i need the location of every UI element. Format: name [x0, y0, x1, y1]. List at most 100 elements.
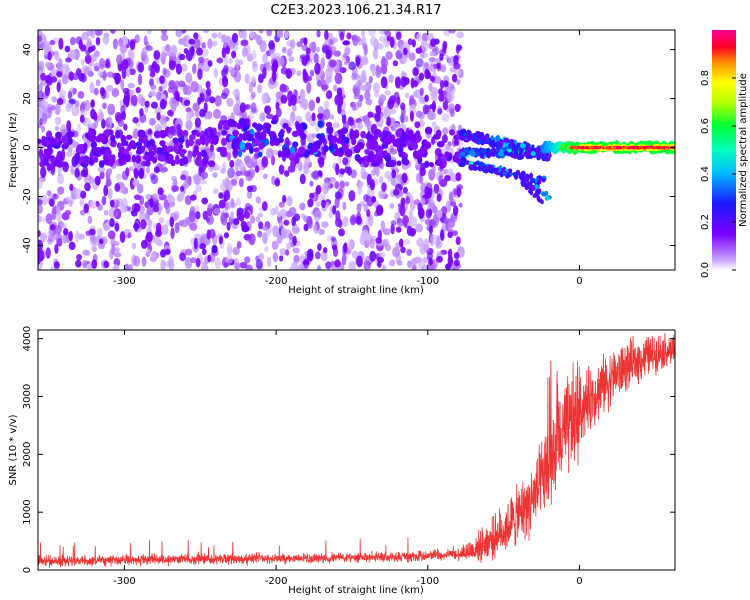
spectrogram-cell	[315, 96, 321, 104]
spectrogram-cell	[325, 121, 333, 128]
spectrogram-cell	[372, 48, 379, 60]
spectrogram-cell	[377, 256, 384, 264]
spectrogram-cell	[140, 219, 147, 230]
spectrogram-cell	[78, 73, 85, 82]
spectrogram-cell	[135, 154, 142, 164]
spectrogram-cell	[66, 120, 72, 133]
spectrogram-cell	[344, 166, 350, 174]
spectrogram-cell	[334, 181, 340, 189]
spectrogram-cell	[188, 38, 196, 45]
spectrogram-cell	[254, 133, 261, 140]
spectrogram-cell	[356, 142, 365, 150]
spectrogram-cell	[433, 75, 442, 84]
spectrogram-cell	[138, 212, 147, 222]
spectrogram-cell	[56, 61, 64, 72]
spectrogram-cell	[251, 49, 257, 61]
spectrogram-cell	[218, 192, 224, 199]
spectrogram-cell	[335, 163, 340, 176]
spectrogram-cell	[212, 172, 218, 178]
spectrogram-cell	[264, 105, 272, 115]
spectrogram-cell	[441, 134, 448, 144]
snr-y-tick-label: 0	[22, 567, 33, 573]
spectrogram-cell	[332, 205, 337, 215]
spectrogram-cell	[94, 175, 101, 186]
spectrogram-cell	[257, 212, 264, 218]
spectrogram-cell	[408, 209, 413, 221]
spectrogram-cell	[415, 110, 423, 118]
spectrogram-cell	[256, 124, 264, 131]
spectrogram-cell	[289, 266, 297, 270]
spectrogram-cell	[358, 180, 363, 190]
spectrogram-cell	[388, 74, 394, 84]
spectrogram-cell	[109, 199, 115, 208]
spectrogram-cell	[224, 88, 230, 94]
colorbar-tick-label: 0.4	[700, 166, 711, 182]
spectrogram-cell	[185, 50, 193, 62]
spectrogram-cell	[190, 257, 197, 264]
spectrogram-cell	[112, 264, 120, 270]
spectrogram-cell	[95, 136, 102, 142]
spectrogram-cell	[180, 185, 185, 192]
spectrogram-cell	[95, 30, 103, 36]
spectrogram-cell	[430, 86, 439, 98]
spectrogram-cell	[507, 168, 513, 173]
spectrogram-cell	[231, 141, 237, 150]
snr-frame	[37, 329, 676, 571]
spectrogram-cell	[326, 125, 334, 135]
spectrogram-cell	[45, 130, 53, 139]
spectrogram-cell	[258, 221, 264, 230]
spectrogram-cell	[269, 139, 275, 147]
spectrogram-cell	[355, 56, 361, 67]
snr-x-label: Height of straight line (km)	[288, 585, 424, 596]
spectrogram-cell	[439, 80, 445, 89]
spectrogram-cell	[525, 142, 530, 149]
spectrogram-cell	[544, 152, 550, 157]
spectrogram-cell	[386, 116, 391, 127]
spectrogram-cell	[395, 31, 402, 40]
spectrogram-cell	[221, 34, 227, 44]
spectrogram-cell	[290, 39, 296, 50]
spectrogram-cell	[211, 136, 219, 145]
spectrogram-cell	[453, 259, 460, 267]
spectrogram-cell	[389, 203, 395, 209]
spectrogram-cell	[519, 142, 526, 149]
spectrogram-cell	[193, 237, 198, 250]
spectrogram-cell	[175, 63, 183, 75]
spectrogram-cell	[149, 197, 154, 208]
spectrogram-cell	[335, 59, 340, 71]
spectrogram-cell	[201, 42, 206, 49]
spectrogram-cell	[147, 218, 153, 229]
spectrogram-cell	[181, 63, 188, 72]
spectrogram-cell	[329, 114, 335, 120]
spectrogram-cell	[303, 223, 309, 232]
spectrogram-cell	[64, 209, 72, 216]
spectrogram-cell	[100, 146, 106, 155]
spectrogram-cell	[534, 184, 539, 189]
spectrogram-cell	[157, 187, 164, 196]
spectrogram-cell	[348, 190, 356, 202]
spectrogram-cell	[432, 133, 441, 140]
spectrogram-cell	[251, 63, 259, 73]
snr-x-ticks: -300 -200 -100 0	[113, 330, 583, 587]
spectrogram-cell	[140, 239, 148, 249]
spectrogram-cell	[454, 69, 462, 76]
spectrogram-cell	[105, 58, 110, 68]
spectrogram-cell	[378, 192, 384, 200]
spectrogram-cell	[433, 183, 440, 194]
spectrogram-cell	[348, 61, 356, 71]
spectrogram-cell	[54, 50, 59, 61]
spectrogram-cell	[360, 30, 366, 38]
spectrogram-cell	[159, 98, 167, 110]
spectrogram-cell	[165, 204, 171, 215]
spectrogram-cell	[333, 50, 341, 57]
spectrogram-cell	[423, 160, 430, 168]
spectrogram-cell	[148, 117, 156, 126]
spectrogram-cell	[274, 205, 279, 215]
spectrogram-cell	[414, 153, 423, 160]
spectrogram-cell	[257, 230, 263, 238]
spectrogram-cell	[328, 144, 335, 152]
spectrogram-cell	[411, 39, 416, 48]
spectrogram-cell	[113, 252, 122, 258]
spectrogram-cell	[396, 217, 402, 224]
spectrogram-cell	[328, 75, 333, 83]
